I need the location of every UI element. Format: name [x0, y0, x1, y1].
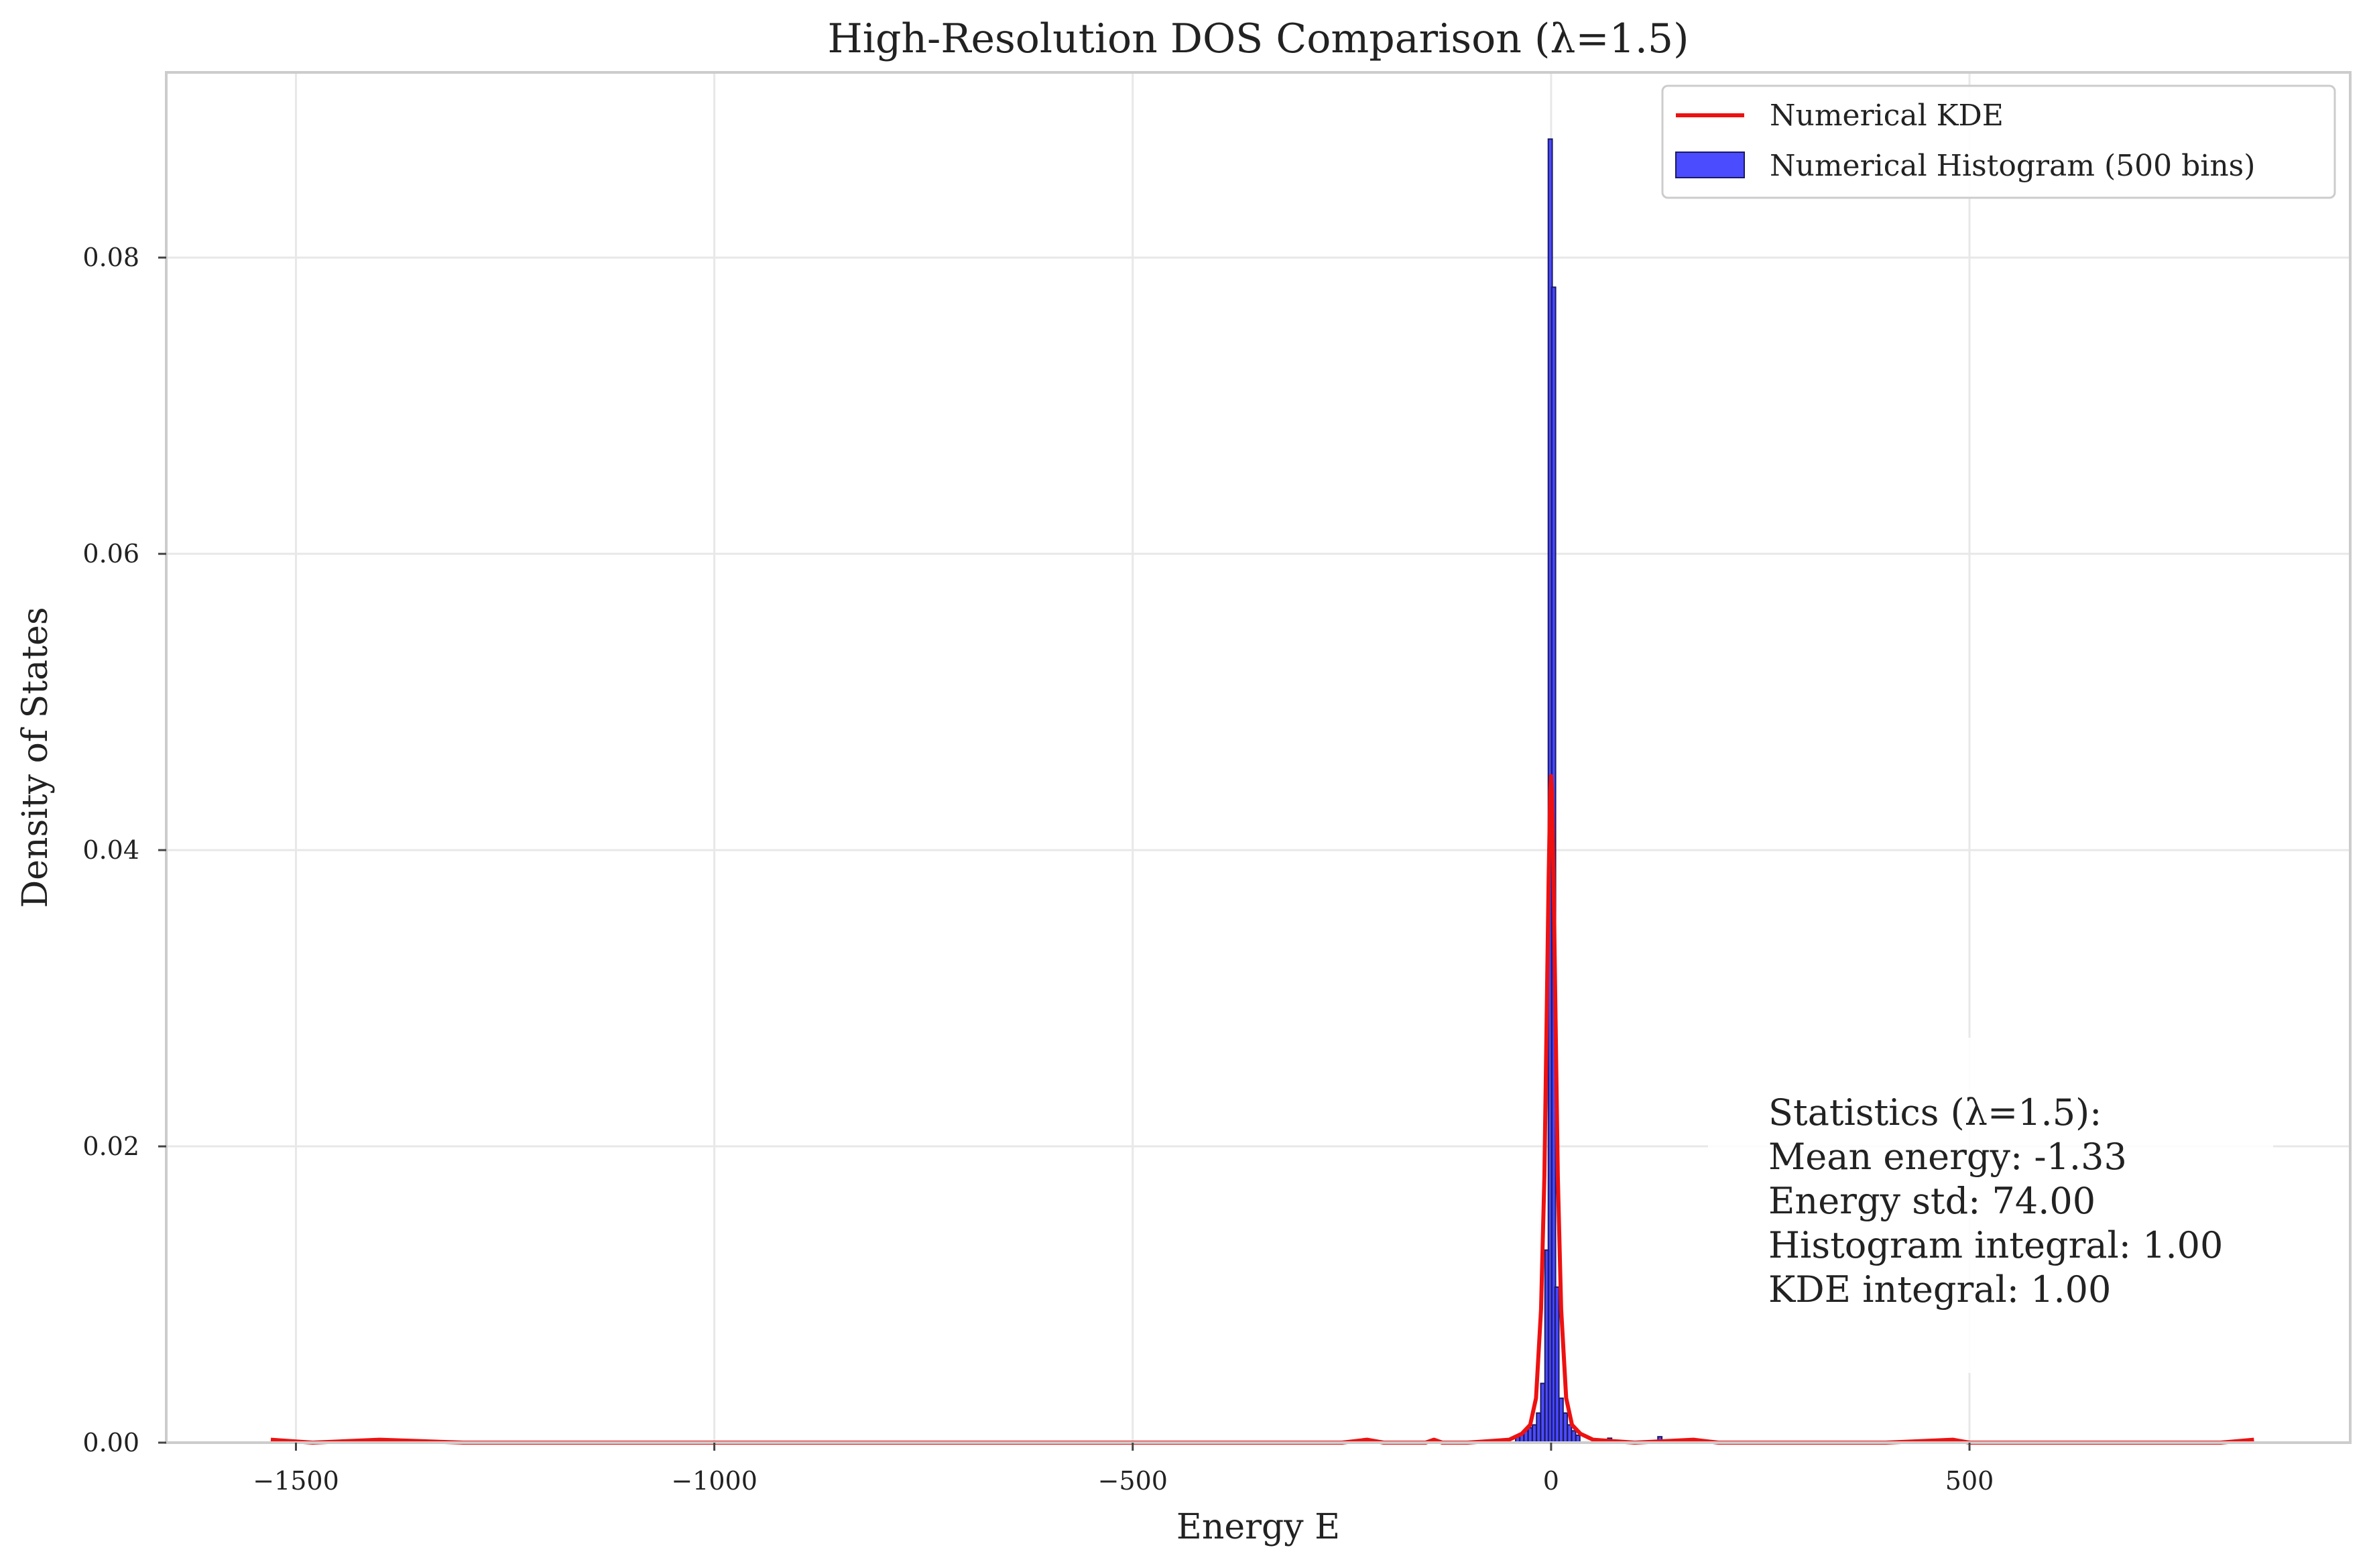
y-tick-label: 0.04	[82, 835, 139, 865]
y-tick-label: 0.02	[82, 1132, 139, 1161]
x-tick-label: 500	[1945, 1466, 1994, 1496]
histogram-bar	[1567, 1424, 1573, 1443]
y-tick-label: 0.08	[82, 243, 139, 272]
stats-line-std: Energy std: 74.00	[1768, 1180, 2095, 1222]
histogram-bar	[1563, 1412, 1569, 1444]
kde-line	[270, 774, 2254, 1445]
statistics-annotation: Statistics (λ=1.5): Mean energy: -1.33 E…	[1708, 1038, 2273, 1373]
x-tick-label: −500	[1098, 1466, 1168, 1496]
y-axis: 0.00 0.02 0.04 0.06 0.08	[82, 243, 166, 1457]
histogram-bar	[1527, 1427, 1533, 1443]
histogram-bar	[1571, 1430, 1577, 1444]
stats-line-title: Statistics (λ=1.5):	[1768, 1091, 2102, 1134]
histogram-bar	[1554, 1286, 1560, 1444]
x-tick-label: 0	[1543, 1466, 1559, 1496]
plot-frame	[165, 71, 2352, 1444]
chart-title: High-Resolution DOS Comparison (λ=1.5)	[827, 15, 1689, 62]
legend-box	[1661, 84, 2336, 199]
statistics-box	[1708, 1038, 2273, 1373]
y-tick-label: 0.06	[82, 539, 139, 568]
legend: Numerical KDE Numerical Histogram (500 b…	[1661, 84, 2336, 199]
histogram-bar	[1531, 1424, 1537, 1443]
stats-line-kde-integral: KDE integral: 1.00	[1768, 1268, 2111, 1311]
x-axis-label: Energy E	[1176, 1507, 1340, 1547]
x-axis: −1500 −1000 −500 0 500	[253, 1443, 1994, 1496]
x-tick-label: −1000	[671, 1466, 757, 1496]
y-axis-label: Density of States	[15, 607, 56, 908]
histogram-bar	[1540, 1382, 1546, 1444]
legend-histogram-label: Numerical Histogram (500 bins)	[1770, 149, 2255, 183]
stats-line-hist-integral: Histogram integral: 1.00	[1768, 1224, 2223, 1266]
y-tick-label: 0.00	[82, 1428, 139, 1457]
histogram-bar	[1536, 1412, 1542, 1444]
histogram-bar	[1558, 1397, 1564, 1443]
kde-series	[270, 774, 2254, 1445]
stats-line-mean: Mean energy: -1.33	[1768, 1136, 2127, 1178]
x-tick-label: −1500	[253, 1466, 339, 1496]
legend-histogram-swatch	[1675, 152, 1745, 178]
legend-kde-label: Numerical KDE	[1770, 99, 2004, 133]
